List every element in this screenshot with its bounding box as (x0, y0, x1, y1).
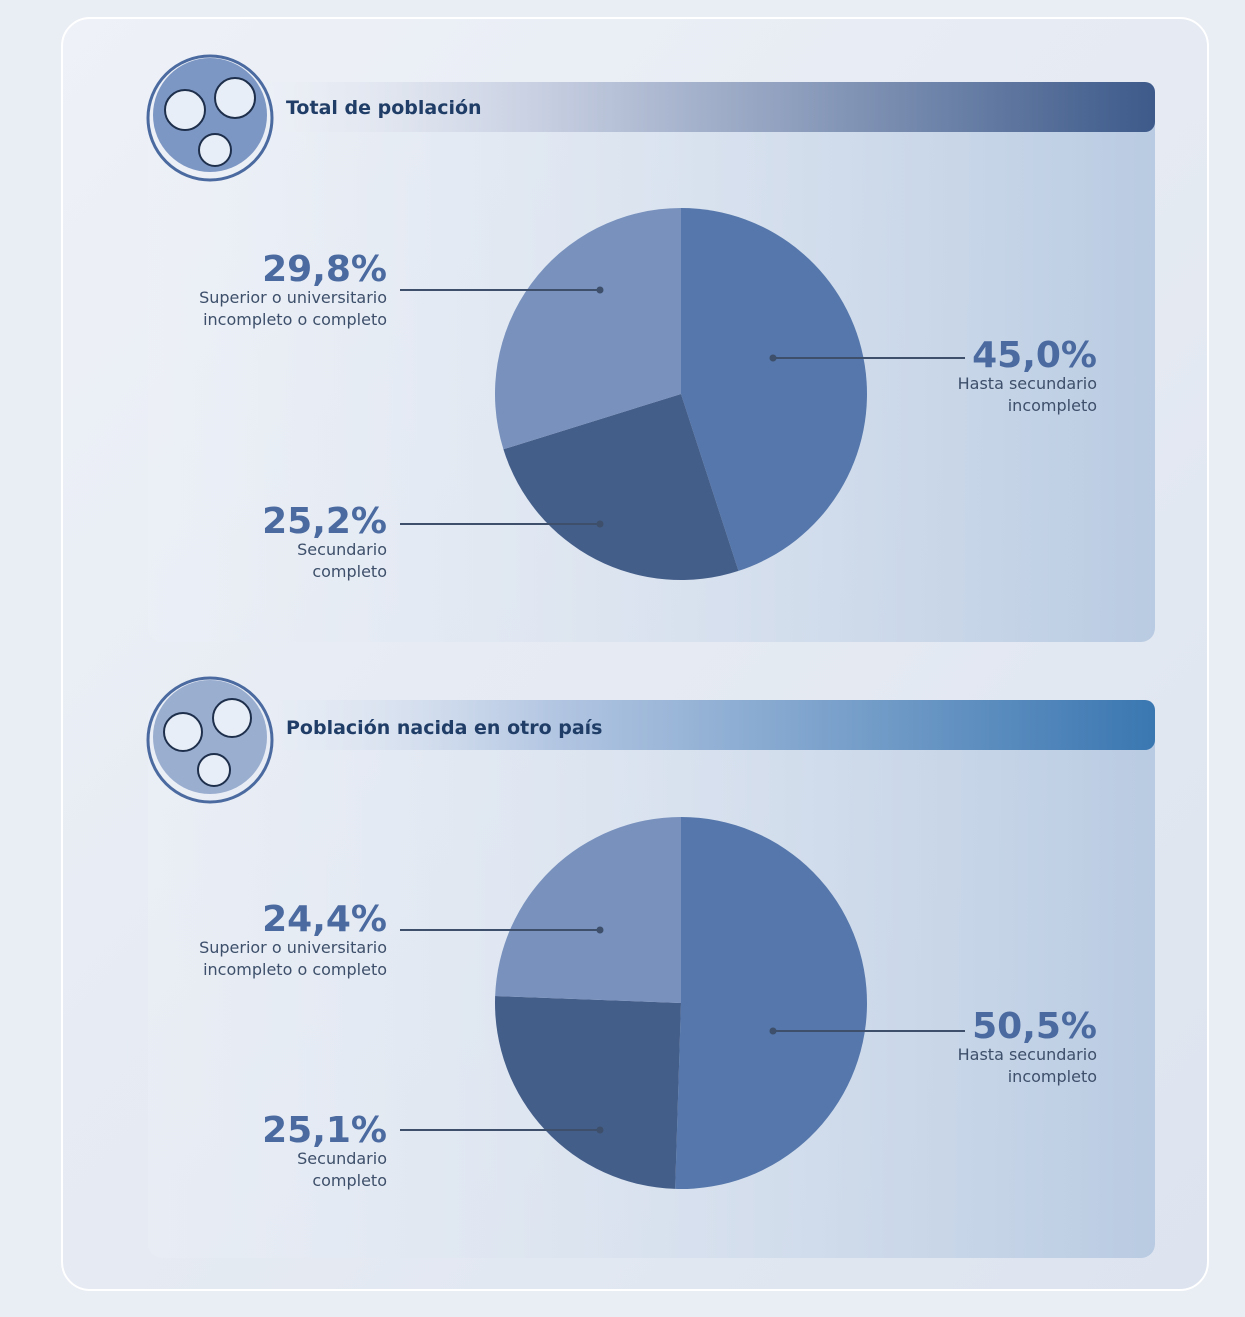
category-label: Superior o universitario (199, 938, 387, 957)
header-bar (148, 700, 1155, 750)
category-label: incompleto (1008, 396, 1097, 415)
category-label: Hasta secundario (958, 374, 1097, 393)
value-label: 25,1% (262, 1110, 387, 1151)
value-label: 29,8% (262, 249, 387, 290)
value-label: 25,2% (262, 501, 387, 542)
leader-dot (596, 520, 604, 528)
chart-title: Población nacida en otro país (286, 717, 603, 739)
leader-dot (769, 1027, 777, 1035)
category-label: incompleto (1008, 1067, 1097, 1086)
leader-dot (596, 1126, 604, 1134)
pie-slice (495, 817, 681, 1003)
pie-slice (675, 817, 868, 1190)
chart-title: Total de población (286, 97, 482, 119)
pie-slice (503, 394, 739, 580)
value-label: 45,0% (972, 335, 1097, 376)
value-label: 50,5% (972, 1006, 1097, 1047)
leader-dot (769, 354, 777, 362)
category-label: incompleto o completo (203, 960, 387, 979)
category-label: completo (312, 562, 387, 581)
category-label: Superior o universitario (199, 288, 387, 307)
leader-dot (596, 926, 604, 934)
header-bar (148, 82, 1155, 132)
icon (146, 676, 274, 804)
category-label: incompleto o completo (203, 310, 387, 329)
pie-slice (495, 208, 681, 450)
leader-dot (596, 286, 604, 294)
icon (146, 54, 274, 182)
category-label: completo (312, 1171, 387, 1190)
category-label: Secundario (297, 1149, 387, 1168)
pie-slice (681, 208, 867, 571)
category-label: Hasta secundario (958, 1045, 1097, 1064)
pie-slice (495, 995, 681, 1189)
category-label: Secundario (297, 540, 387, 559)
value-label: 24,4% (262, 899, 387, 940)
